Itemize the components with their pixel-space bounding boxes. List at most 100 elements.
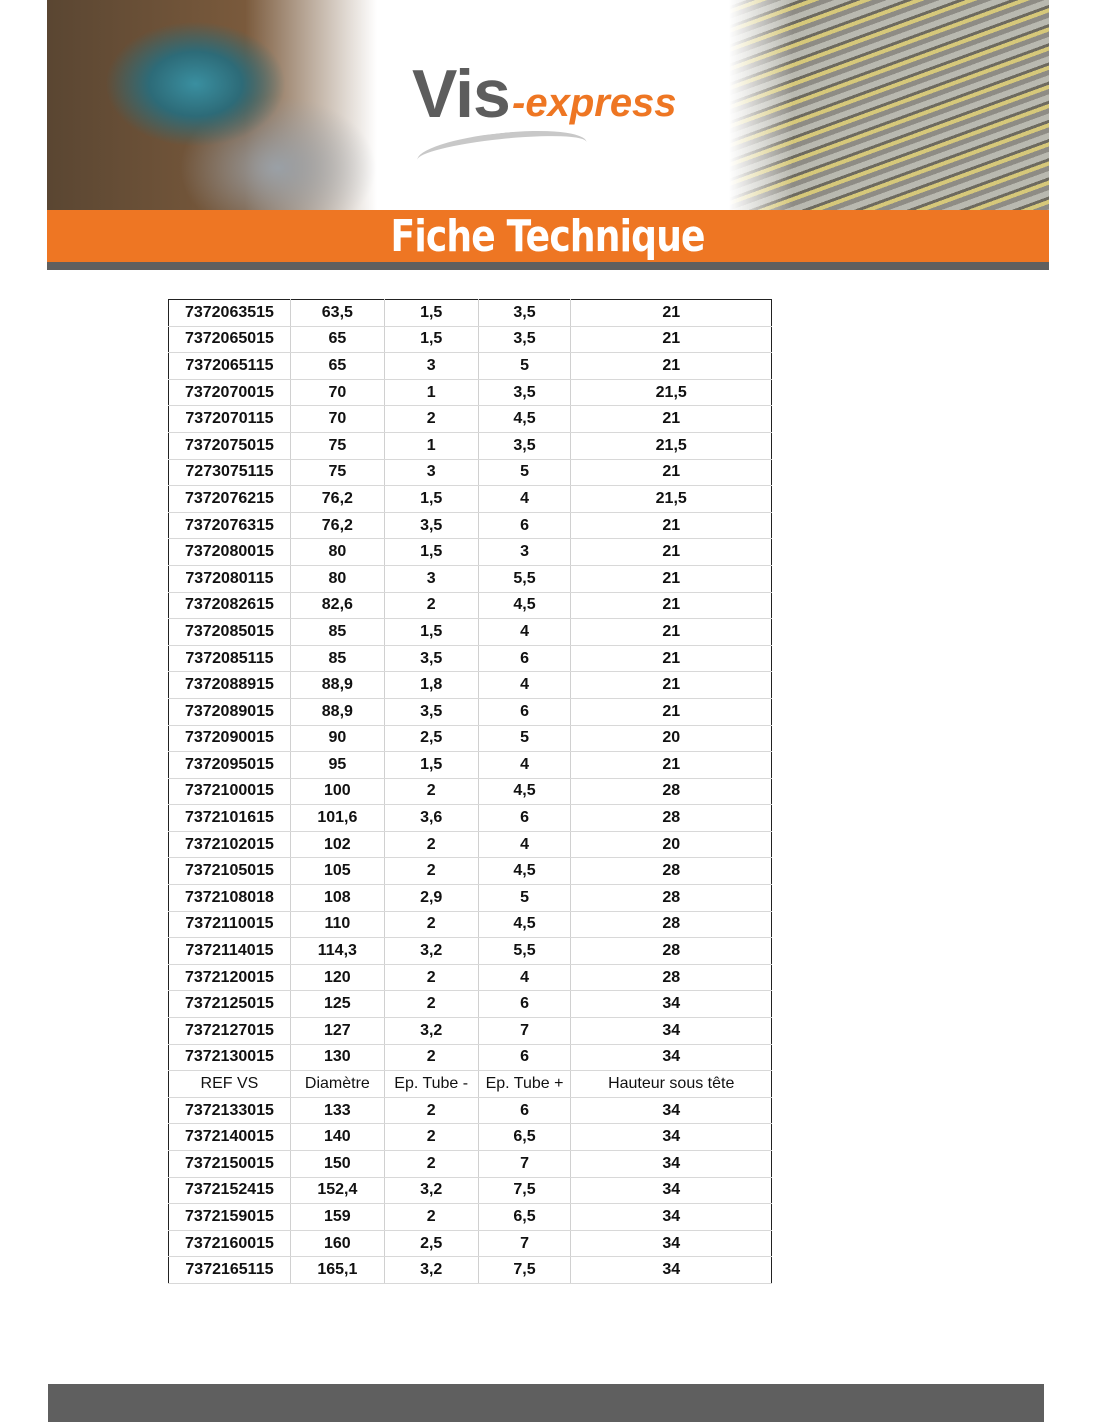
head-height-cell: 21 [570,299,772,327]
table-row: 7372159015 159 2 6,5 34 [168,1203,772,1231]
page-title: Fiche Technique [390,210,706,262]
table-row: 7372085015 85 1,5 4 21 [168,618,772,646]
table-row: 7372133015 133 2 6 34 [168,1097,772,1125]
tube-max-cell: 7,5 [477,1256,571,1284]
ref-cell: 7372108018 [168,884,291,912]
head-height-cell: 34 [570,1044,772,1072]
tube-max-cell: 6 [477,804,571,832]
tube-max-cell: 4 [477,831,571,859]
diameter-cell: 75 [289,432,385,460]
diameter-cell: 76,2 [289,512,385,540]
table-row: 7372080115 80 3 5,5 21 [168,565,772,593]
head-height-cell: 34 [570,1177,772,1205]
tube-min-cell: 1,5 [383,618,479,646]
head-height-cell: 21,5 [570,379,772,407]
table-row: 7372070015 70 1 3,5 21,5 [168,379,772,407]
diameter-cell: 114,3 [289,937,385,965]
tube-min-cell: 2 [383,1097,479,1125]
diameter-cell: 85 [289,645,385,673]
tube-min-cell: 2 [383,1203,479,1231]
head-height-cell: 34 [570,1123,772,1151]
diameter-cell: 110 [289,911,385,939]
table-row: 7372063515 63,5 1,5 3,5 21 [168,299,772,327]
tube-min-cell: 2 [383,405,479,433]
head-height-cell: 28 [570,778,772,806]
table-row: 7372082615 82,6 2 4,5 21 [168,592,772,620]
tube-max-cell: 7 [477,1150,571,1178]
table-header-row: REF VS Diamètre Ep. Tube - Ep. Tube + Hauteu… [168,1070,772,1098]
table-row: 7372085115 85 3,5 6 21 [168,645,772,673]
tube-min-cell: 2 [383,778,479,806]
head-height-cell: 21,5 [570,485,772,513]
head-height-cell: 28 [570,884,772,912]
tube-min-cell: 2,5 [383,1230,479,1258]
tube-max-cell: 5 [477,459,571,487]
tube-max-cell: 3,5 [477,432,571,460]
tube-max-cell: 4 [477,751,571,779]
tube-min-cell: 1,5 [383,485,479,513]
ref-cell: 7372133015 [168,1097,291,1125]
ref-cell: 7273075115 [168,459,291,487]
tube-max-cell: 3,5 [477,379,571,407]
tube-max-cell: 7 [477,1017,571,1045]
ref-cell: 7372120015 [168,964,291,992]
tube-max-cell: 4 [477,618,571,646]
tube-max-cell: 6 [477,512,571,540]
tube-min-cell: 1,5 [383,751,479,779]
logo-main-text: Vis [412,56,511,132]
tube-max-cell: 5,5 [477,565,571,593]
tube-max-cell: 6 [477,990,571,1019]
head-height-cell: 21,5 [570,432,772,460]
table-row: 7372114015 114,3 3,2 5,5 28 [168,937,772,965]
tube-min-cell: 3,5 [383,698,479,726]
tube-min-cell: 3 [383,565,479,593]
tube-max-cell: 6 [477,698,571,726]
diameter-cell: 65 [289,326,385,354]
tube-min-cell: 2 [383,857,479,886]
diameter-cell: 80 [289,565,385,593]
diameter-cell: 70 [289,405,385,433]
tube-min-cell: 3 [383,459,479,487]
ref-cell: 7372063515 [168,299,291,327]
tube-max-cell: 5 [477,725,571,753]
table-row: 7372160015 160 2,5 7 34 [168,1230,772,1258]
head-height-cell: 21 [570,671,772,699]
diameter-cell: 133 [289,1097,385,1125]
head-height-cell: 21 [570,751,772,779]
tube-max-cell: 6,5 [477,1123,571,1151]
tube-min-cell: 3,2 [383,1177,479,1205]
head-height-cell: 21 [570,698,772,726]
logo-suffix-text: -express [512,81,677,125]
tube-min-cell: 3,2 [383,1256,479,1284]
tube-max-cell: 3 [477,538,571,566]
ref-cell: 7372101615 [168,804,291,832]
ref-cell: 7372150015 [168,1150,291,1178]
tube-max-cell: 6 [477,1097,571,1125]
ref-cell: 7372076215 [168,485,291,513]
tube-min-cell: 2,9 [383,884,479,912]
table-row: 7372075015 75 1 3,5 21,5 [168,432,772,460]
ref-cell: 7372152415 [168,1177,291,1205]
tube-min-cell: 2 [383,831,479,859]
tube-max-cell: 6,5 [477,1203,571,1231]
ref-cell: 7372070115 [168,405,291,433]
table-row: 7372120015 120 2 4 28 [168,964,772,992]
diameter-cell: 125 [289,990,385,1019]
tube-max-cell: Ep. Tube + [477,1070,571,1098]
ref-cell: 7372085015 [168,618,291,646]
head-height-cell: 21 [570,326,772,354]
tube-min-cell: 1 [383,379,479,407]
title-band: Fiche Technique [47,210,1049,262]
ref-cell: 7372065115 [168,352,291,380]
tube-min-cell: 2 [383,911,479,939]
head-height-cell: 34 [570,1097,772,1125]
head-height-cell: 34 [570,1230,772,1258]
ref-cell: 7372089015 [168,698,291,726]
head-height-cell: 28 [570,804,772,832]
ref-cell: 7372080015 [168,538,291,566]
ref-cell: 7372082615 [168,592,291,620]
head-height-cell: 21 [570,352,772,380]
diameter-cell: 150 [289,1150,385,1178]
tube-min-cell: 3,2 [383,937,479,965]
table-row: 7372080015 80 1,5 3 21 [168,538,772,566]
